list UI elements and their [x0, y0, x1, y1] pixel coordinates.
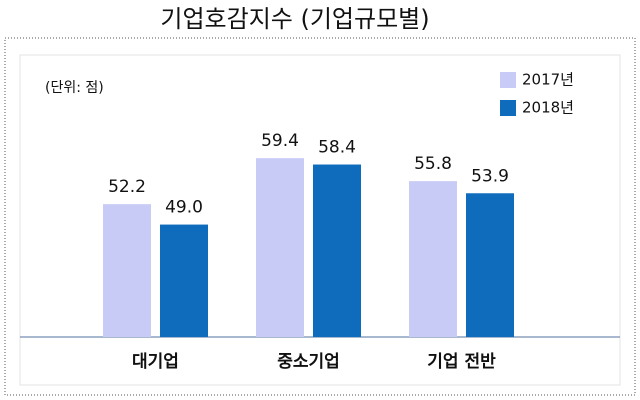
value-label: 59.4: [261, 131, 299, 151]
legend-label: 2017년: [522, 71, 574, 89]
bar: [466, 193, 514, 337]
bar: [409, 181, 457, 337]
bar: [103, 204, 151, 337]
legend-label: 2018년: [522, 99, 574, 117]
value-label: 58.4: [318, 138, 356, 158]
x-tick-label: 기업 전반: [427, 352, 496, 372]
value-label: 49.0: [165, 198, 203, 218]
bar: [256, 158, 304, 337]
chart-title: 기업호감지수 (기업규모별): [160, 5, 429, 33]
unit-label: (단위: 점): [45, 80, 104, 96]
legend-swatch: [500, 72, 516, 88]
legend-swatch: [500, 100, 516, 116]
value-label: 52.2: [108, 177, 146, 197]
bar: [313, 164, 361, 337]
bar: [160, 224, 208, 337]
value-label: 53.9: [471, 166, 509, 186]
x-tick-label: 대기업: [132, 352, 179, 372]
x-tick-label: 중소기업: [277, 352, 340, 372]
value-label: 55.8: [414, 154, 452, 174]
